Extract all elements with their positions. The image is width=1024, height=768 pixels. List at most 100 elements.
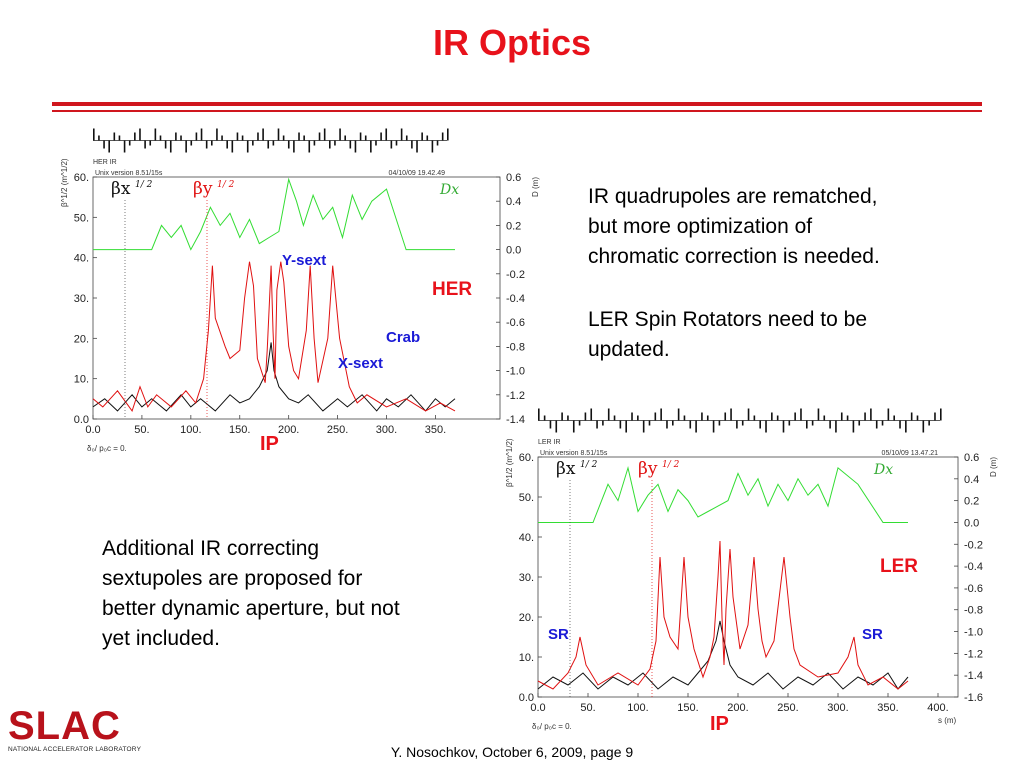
y2-tick-label: 0.4	[964, 474, 979, 486]
lattice-element-mark	[637, 415, 639, 421]
lattice-element-mark	[252, 140, 254, 146]
lattice-element-mark	[567, 415, 569, 421]
lattice-element-mark	[852, 420, 855, 433]
y-tick-label: 40.	[519, 532, 534, 544]
lattice-element-mark	[811, 420, 814, 426]
text-line: but more optimization of	[588, 215, 813, 238]
lattice-element-mark	[922, 420, 925, 433]
footnote-label: δ₀/ p₀c = 0.	[87, 444, 127, 453]
x-tick-label: 300.	[376, 424, 397, 436]
legend-dx-label: Dx	[873, 462, 893, 478]
lattice-element-mark	[123, 140, 126, 153]
y-tick-label: 20.	[74, 333, 89, 345]
lattice-element-mark	[928, 420, 930, 426]
header-left-label: Unix version 8.51/15s	[540, 450, 608, 457]
lattice-element-mark	[590, 408, 593, 421]
lattice-element-mark	[436, 140, 439, 146]
lattice-element-mark	[782, 420, 785, 433]
lattice-element-mark	[175, 132, 177, 141]
lattice-element-mark	[776, 415, 779, 421]
y2-tick-label: -1.0	[964, 627, 983, 639]
header-right-label: 04/10/09 19.42.49	[389, 170, 446, 177]
lattice-element-mark	[441, 132, 444, 141]
lattice-element-mark	[380, 132, 382, 141]
text-spin-rotators: LER Spin Rotators need to be updated.	[588, 305, 1008, 365]
annotation-y-sext: Y-sext	[282, 252, 326, 269]
lattice-element-mark	[555, 420, 558, 433]
lattice-element-mark	[211, 140, 213, 146]
lattice-element-mark	[940, 408, 942, 421]
lattice-element-mark	[329, 140, 331, 149]
lattice-element-mark	[642, 420, 645, 433]
lattice-element-mark	[870, 408, 872, 421]
lattice-element-mark	[98, 135, 100, 141]
lattice-element-mark	[741, 420, 744, 426]
y2-tick-label: 0.6	[964, 452, 979, 464]
lattice-element-mark	[144, 140, 146, 149]
legend-dx-label: Dx	[439, 182, 459, 198]
y-tick-label: 10.	[519, 652, 534, 664]
lattice-element-mark	[648, 420, 651, 426]
lattice-element-mark	[765, 420, 767, 433]
lattice-element-mark	[730, 408, 732, 421]
y2-tick-label: -1.2	[964, 648, 983, 660]
text-line: sextupoles are proposed for	[102, 567, 363, 590]
lattice-element-mark	[561, 412, 563, 421]
lattice-element-mark	[753, 415, 756, 421]
y2-tick-label: -0.8	[964, 605, 983, 617]
text-sextupoles: Additional IR correcting sextupoles are …	[102, 534, 492, 654]
lattice-element-mark	[370, 140, 372, 153]
lattice-element-mark	[103, 140, 105, 149]
lattice-element-mark	[794, 412, 796, 421]
lattice-element-mark	[411, 140, 413, 149]
lattice-element-mark	[231, 140, 234, 153]
legend-sup-label: 1/ 2	[580, 460, 598, 470]
lattice-element-mark	[736, 420, 738, 429]
lattice-element-mark	[267, 140, 270, 149]
lattice-element-mark	[421, 132, 423, 141]
lattice-element-mark	[666, 420, 668, 429]
lattice-element-mark	[596, 420, 598, 429]
lattice-element-mark	[257, 132, 259, 141]
lattice-element-mark	[602, 420, 604, 426]
legend-sup-label: 1/ 2	[135, 180, 153, 190]
lattice-element-mark	[395, 140, 398, 146]
y2-tick-label: 0.6	[506, 172, 521, 184]
lattice-element-mark	[364, 135, 367, 141]
lattice-element-mark	[308, 140, 311, 153]
lattice-element-mark	[835, 420, 837, 433]
lattice-element-mark	[706, 415, 709, 421]
lattice-element-mark	[771, 412, 773, 421]
lattice-element-mark	[134, 132, 136, 141]
legend-betay-label: βy	[193, 179, 213, 199]
x-tick-label: 0.0	[85, 424, 100, 436]
title-rule-thin	[52, 110, 982, 112]
y-tick-label: 50.	[519, 492, 534, 504]
lattice-element-mark	[846, 415, 849, 421]
x-tick-label: 50.	[134, 424, 149, 436]
text-line: Additional IR correcting	[102, 537, 320, 560]
text-quadrupoles: IR quadrupoles are rematched, but more o…	[588, 182, 1008, 272]
y-tick-label: 60.	[519, 452, 534, 464]
lattice-element-mark	[318, 132, 321, 141]
lattice-element-mark	[272, 140, 275, 146]
text-line: better dynamic aperture, but not	[102, 597, 400, 620]
lattice-element-mark	[195, 132, 198, 141]
lattice-element-mark	[660, 408, 662, 421]
lattice-element-mark	[149, 140, 152, 146]
text-line: chromatic correction is needed.	[588, 245, 880, 268]
x-tick-label: 150.	[677, 702, 698, 714]
lattice-element-mark	[934, 412, 936, 421]
lattice-element-mark	[205, 140, 208, 149]
lattice-element-mark	[303, 135, 305, 141]
lattice-element-mark	[216, 128, 218, 141]
lattice-element-mark	[385, 128, 388, 141]
y2-tick-label: 0.0	[506, 245, 521, 257]
lattice-element-mark	[538, 408, 540, 421]
plot-frame	[537, 456, 959, 698]
annotation-sr: SR	[862, 626, 883, 643]
series-line-βx	[92, 342, 456, 412]
lattice-element-mark	[241, 135, 244, 141]
x-tick-label: 100.	[180, 424, 201, 436]
lattice-element-mark	[416, 140, 418, 153]
